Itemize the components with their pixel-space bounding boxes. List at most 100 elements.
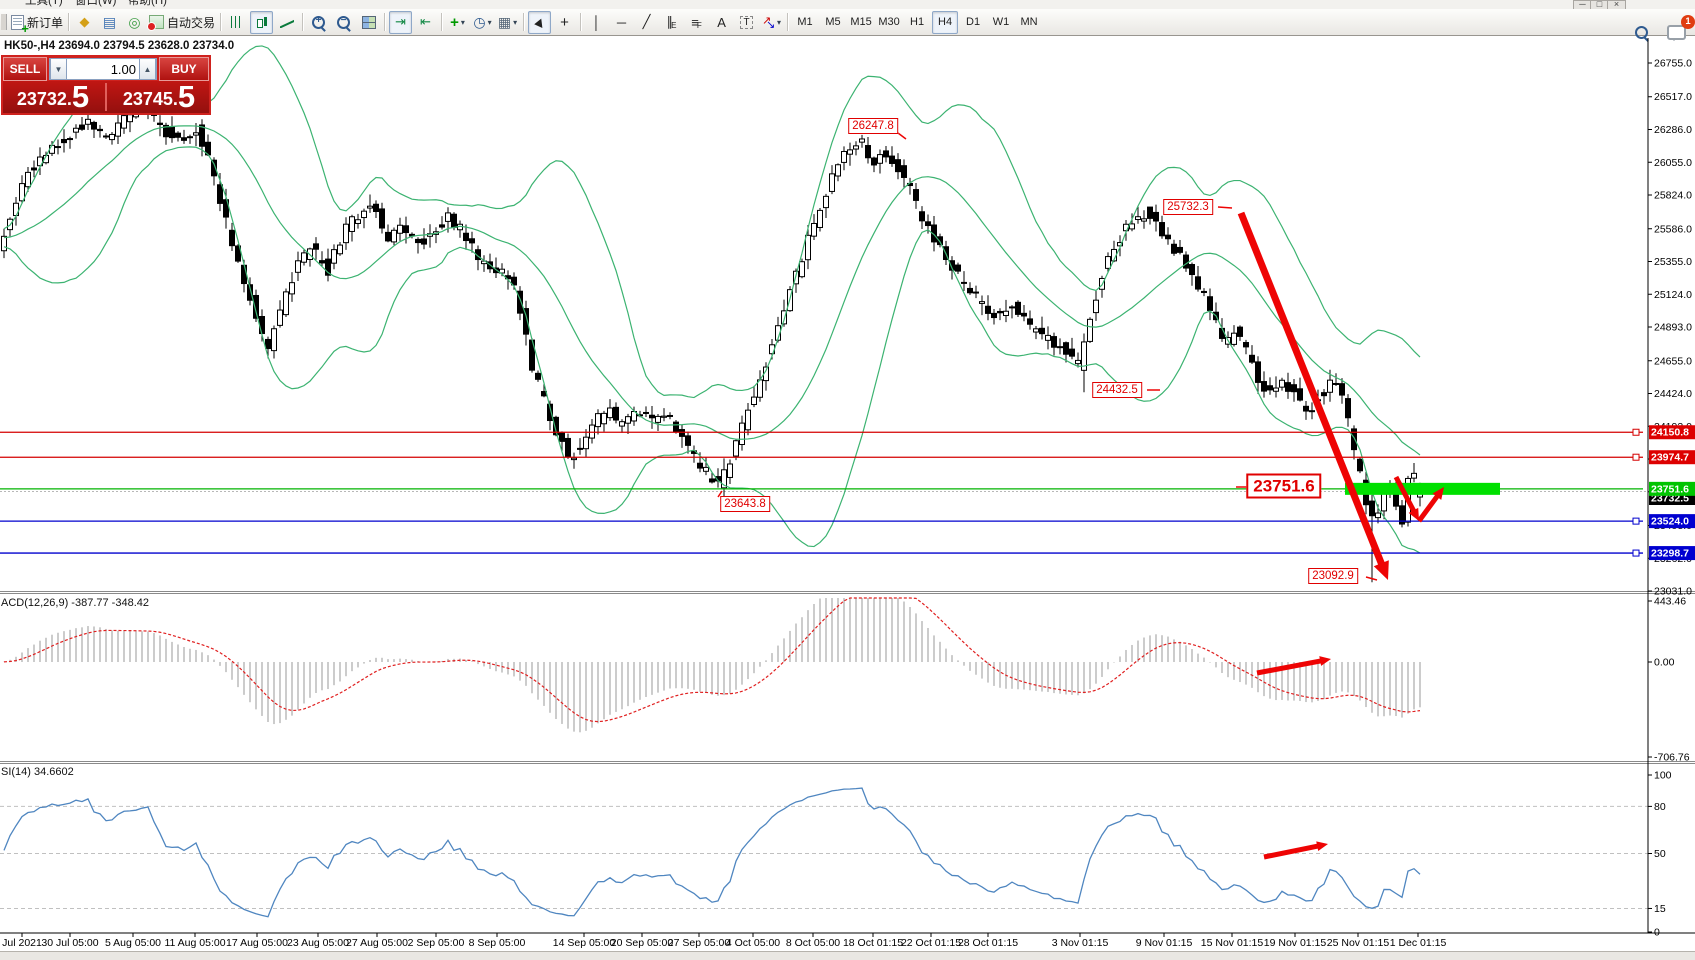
auto-scroll-icon: ⇤ <box>420 14 431 29</box>
svg-text:17 Aug 05:00: 17 Aug 05:00 <box>226 937 288 949</box>
svg-text:443.46: 443.46 <box>1654 596 1686 608</box>
notifications-button[interactable]: 1 <box>1665 15 1695 44</box>
zoom-in-button[interactable]: + <box>307 11 330 34</box>
timeframe-button-m30[interactable]: M30 <box>878 16 900 28</box>
chart-shift-button[interactable]: ⇥ <box>389 10 413 34</box>
fibonacci-icon: ≡ <box>691 14 699 30</box>
tile-windows-button[interactable] <box>357 11 380 34</box>
autotrading-button[interactable]: 自动交易 <box>147 11 216 34</box>
timeframe-button-h4[interactable]: H4 <box>932 10 959 34</box>
timeframe-button-h1[interactable]: H1 <box>910 16 925 28</box>
svg-text:25 Nov 01:15: 25 Nov 01:15 <box>1327 937 1390 949</box>
cursor-tool-button[interactable] <box>528 10 552 34</box>
price-callout-label[interactable]: 24432.5 <box>1092 382 1142 398</box>
price-callout-label[interactable]: 23751.6 <box>1246 473 1322 499</box>
text-label-tool-button[interactable]: T <box>735 11 758 34</box>
price-callout-label[interactable]: 25732.3 <box>1163 199 1213 215</box>
price-callout-label[interactable]: 26247.8 <box>848 118 898 134</box>
channel-letter: E <box>671 20 677 30</box>
arrows-tool-button[interactable]: ↗ ↘ ▾ <box>760 11 783 34</box>
horizontal-line-icon: ─ <box>616 14 627 30</box>
search-button[interactable] <box>1630 21 1653 44</box>
channel-tool-button[interactable]: ∥ E <box>660 11 683 34</box>
separator <box>68 13 70 31</box>
market-watch-button[interactable]: ◆ <box>73 11 96 34</box>
separator <box>580 13 582 31</box>
chevron-down-icon: ▾ <box>460 17 465 27</box>
trendline-tool-button[interactable]: ╱ <box>635 11 658 34</box>
candlestick-chart-button[interactable] <box>250 10 274 34</box>
svg-text:23031.0: 23031.0 <box>1654 586 1692 598</box>
svg-text:26055.0: 26055.0 <box>1654 157 1692 169</box>
svg-text:23974.7: 23974.7 <box>1651 452 1689 464</box>
svg-text:26755.0: 26755.0 <box>1654 58 1692 70</box>
svg-text:20 Sep 05:00: 20 Sep 05:00 <box>611 937 674 949</box>
svg-text:25586.0: 25586.0 <box>1654 223 1692 235</box>
fibonacci-tool-button[interactable]: ≡ F <box>685 11 708 34</box>
add-indicator-icon: + <box>450 13 459 31</box>
svg-text:19 Nov 01:15: 19 Nov 01:15 <box>1264 937 1327 949</box>
fibonacci-letter: F <box>696 20 702 30</box>
svg-text:15: 15 <box>1654 903 1666 915</box>
template-icon: ▦ <box>497 13 512 30</box>
timeframe-button-mn[interactable]: MN <box>1020 16 1038 28</box>
menu-item[interactable]: 帮助(H) <box>128 0 167 7</box>
volume-decrease-button[interactable]: ▼ <box>50 58 67 80</box>
arrows-tool-icon: ↗ ↘ <box>762 14 776 31</box>
horizontal-line-tool-button[interactable]: ─ <box>610 11 633 34</box>
separator <box>220 13 222 31</box>
bar-chart-button[interactable] <box>225 11 248 34</box>
sell-button[interactable]: SELL <box>3 57 47 81</box>
channel-icon: ∥ <box>666 14 674 29</box>
chevron-down-icon: ▾ <box>513 17 518 27</box>
svg-text:8 Oct 05:00: 8 Oct 05:00 <box>786 937 840 949</box>
trendline-icon: ╱ <box>642 14 651 29</box>
bar-chart-icon <box>230 16 243 28</box>
zoom-out-button[interactable]: − <box>332 11 355 34</box>
close-button[interactable]: × <box>1607 0 1626 9</box>
menu-item[interactable]: 工具(T) <box>25 0 63 7</box>
separator <box>441 13 443 31</box>
svg-text:80: 80 <box>1654 801 1666 813</box>
svg-text:27 Aug 05:00: 27 Aug 05:00 <box>346 937 408 949</box>
timeframe-button-m5[interactable]: M5 <box>825 16 841 28</box>
svg-text:14 Sep 05:00: 14 Sep 05:00 <box>553 937 616 949</box>
indicators-button[interactable]: + ▾ <box>446 11 469 34</box>
price-callout-label[interactable]: 23092.9 <box>1308 568 1358 584</box>
navigator-button[interactable]: ◎ <box>123 11 146 34</box>
buy-price[interactable]: 23745. 5 <box>122 79 196 114</box>
svg-text:28 Oct 01:15: 28 Oct 01:15 <box>958 937 1018 949</box>
data-window-button[interactable]: ▤ <box>98 11 121 34</box>
zoom-in-icon: + <box>312 15 326 29</box>
svg-text:1 Dec 01:15: 1 Dec 01:15 <box>1390 937 1447 949</box>
separator <box>384 13 386 31</box>
svg-text:24424.0: 24424.0 <box>1654 388 1692 400</box>
text-tool-button[interactable]: A <box>710 11 733 34</box>
timeframe-button-m15[interactable]: M15 <box>850 16 872 28</box>
autotrading-label: 自动交易 <box>167 15 216 30</box>
timeframe-button-d1[interactable]: D1 <box>966 16 981 28</box>
new-order-button[interactable]: 新订单 <box>10 11 64 36</box>
crosshair-tool-button[interactable]: + <box>553 11 576 34</box>
sell-price[interactable]: 23732. 5 <box>16 79 90 114</box>
chat-icon <box>1667 25 1686 41</box>
timeframe-button-w1[interactable]: W1 <box>992 16 1010 28</box>
price-callout-label[interactable]: 23643.8 <box>720 496 770 512</box>
svg-text:24655.0: 24655.0 <box>1654 355 1692 367</box>
timeframe-button-m1[interactable]: M1 <box>797 16 813 28</box>
notification-badge: 1 <box>1681 15 1695 29</box>
volume-increase-button[interactable]: ▲ <box>139 58 156 80</box>
vertical-line-tool-button[interactable]: │ <box>585 11 608 34</box>
auto-scroll-button[interactable]: ⇤ <box>414 11 437 34</box>
templates-button[interactable]: ▦ ▾ <box>496 11 519 34</box>
svg-text:0.00: 0.00 <box>1654 657 1675 669</box>
periods-button[interactable]: ◷ ▾ <box>471 11 494 34</box>
price-divider <box>105 83 107 111</box>
svg-text:26286.0: 26286.0 <box>1654 124 1692 136</box>
volume-value[interactable]: 1.00 <box>110 61 136 77</box>
svg-text:24893.0: 24893.0 <box>1654 322 1692 334</box>
chevron-down-icon: ▾ <box>777 17 782 27</box>
buy-button[interactable]: BUY <box>159 57 209 81</box>
menu-item[interactable]: 窗口(W) <box>75 0 117 7</box>
